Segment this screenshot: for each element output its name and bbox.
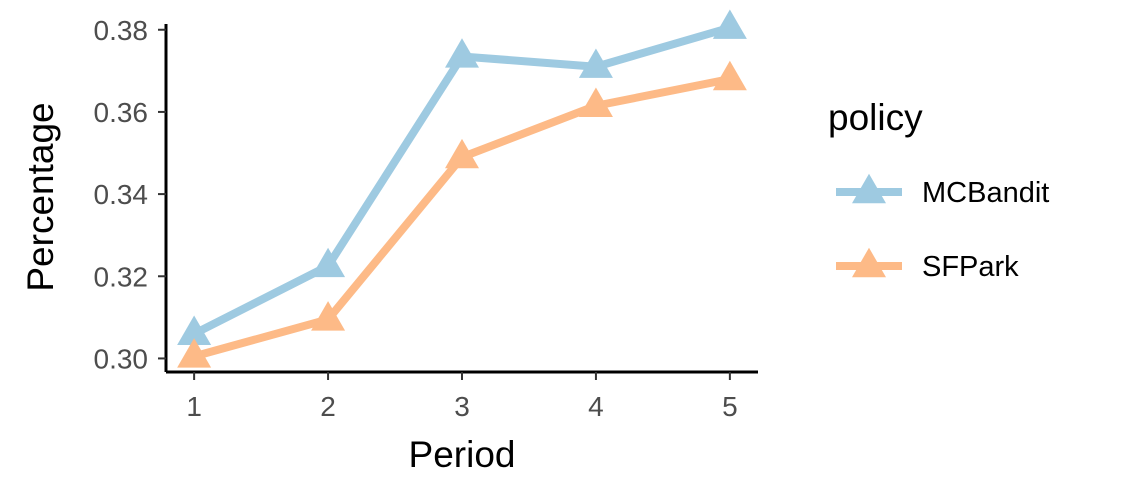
data-point-sfpark xyxy=(177,338,212,368)
x-tick-label: 4 xyxy=(588,391,604,422)
y-axis-title: Percentage xyxy=(20,102,61,291)
x-axis-title: Period xyxy=(409,434,516,475)
plot-lines xyxy=(192,23,731,361)
data-point-sfpark xyxy=(311,301,346,331)
data-point-mcbandit xyxy=(712,9,747,39)
y-tick-label: 0.34 xyxy=(94,179,149,210)
y-tick-label: 0.30 xyxy=(94,343,149,374)
x-tick-label: 1 xyxy=(186,391,202,422)
series-line-mcbandit xyxy=(192,23,731,338)
legend-label: MCBandit xyxy=(922,177,1049,209)
legend-key-marker xyxy=(852,247,886,278)
legend-item-mcbandit: MCBandit xyxy=(836,173,1049,209)
data-point-mcbandit xyxy=(578,48,613,78)
legend-title: policy xyxy=(828,97,923,138)
y-tick-label: 0.32 xyxy=(94,261,149,292)
legend-item-sfpark: SFPark xyxy=(836,247,1019,283)
x-tick-label: 3 xyxy=(454,391,470,422)
data-point-sfpark xyxy=(578,87,613,117)
y-axis-ticks: 0.30 0.32 0.34 0.36 0.38 xyxy=(94,15,166,374)
legend: policy MCBandit SFPark xyxy=(828,97,1049,283)
data-point-mcbandit xyxy=(177,315,212,345)
data-point-mcbandit xyxy=(445,38,479,68)
x-axis-ticks: 1 2 3 4 5 xyxy=(186,372,738,422)
x-tick-label: 2 xyxy=(320,391,336,422)
series-line-sfpark xyxy=(193,75,731,361)
y-tick-label: 0.38 xyxy=(94,15,149,46)
x-tick-label: 5 xyxy=(722,391,738,422)
plot-markers xyxy=(177,9,747,368)
data-point-sfpark xyxy=(445,138,479,169)
axes xyxy=(164,24,758,374)
data-point-mcbandit xyxy=(311,247,346,278)
data-point-sfpark xyxy=(712,60,747,91)
legend-label: SFPark xyxy=(922,251,1019,283)
legend-key-marker xyxy=(852,173,886,204)
y-tick-label: 0.36 xyxy=(94,97,149,128)
